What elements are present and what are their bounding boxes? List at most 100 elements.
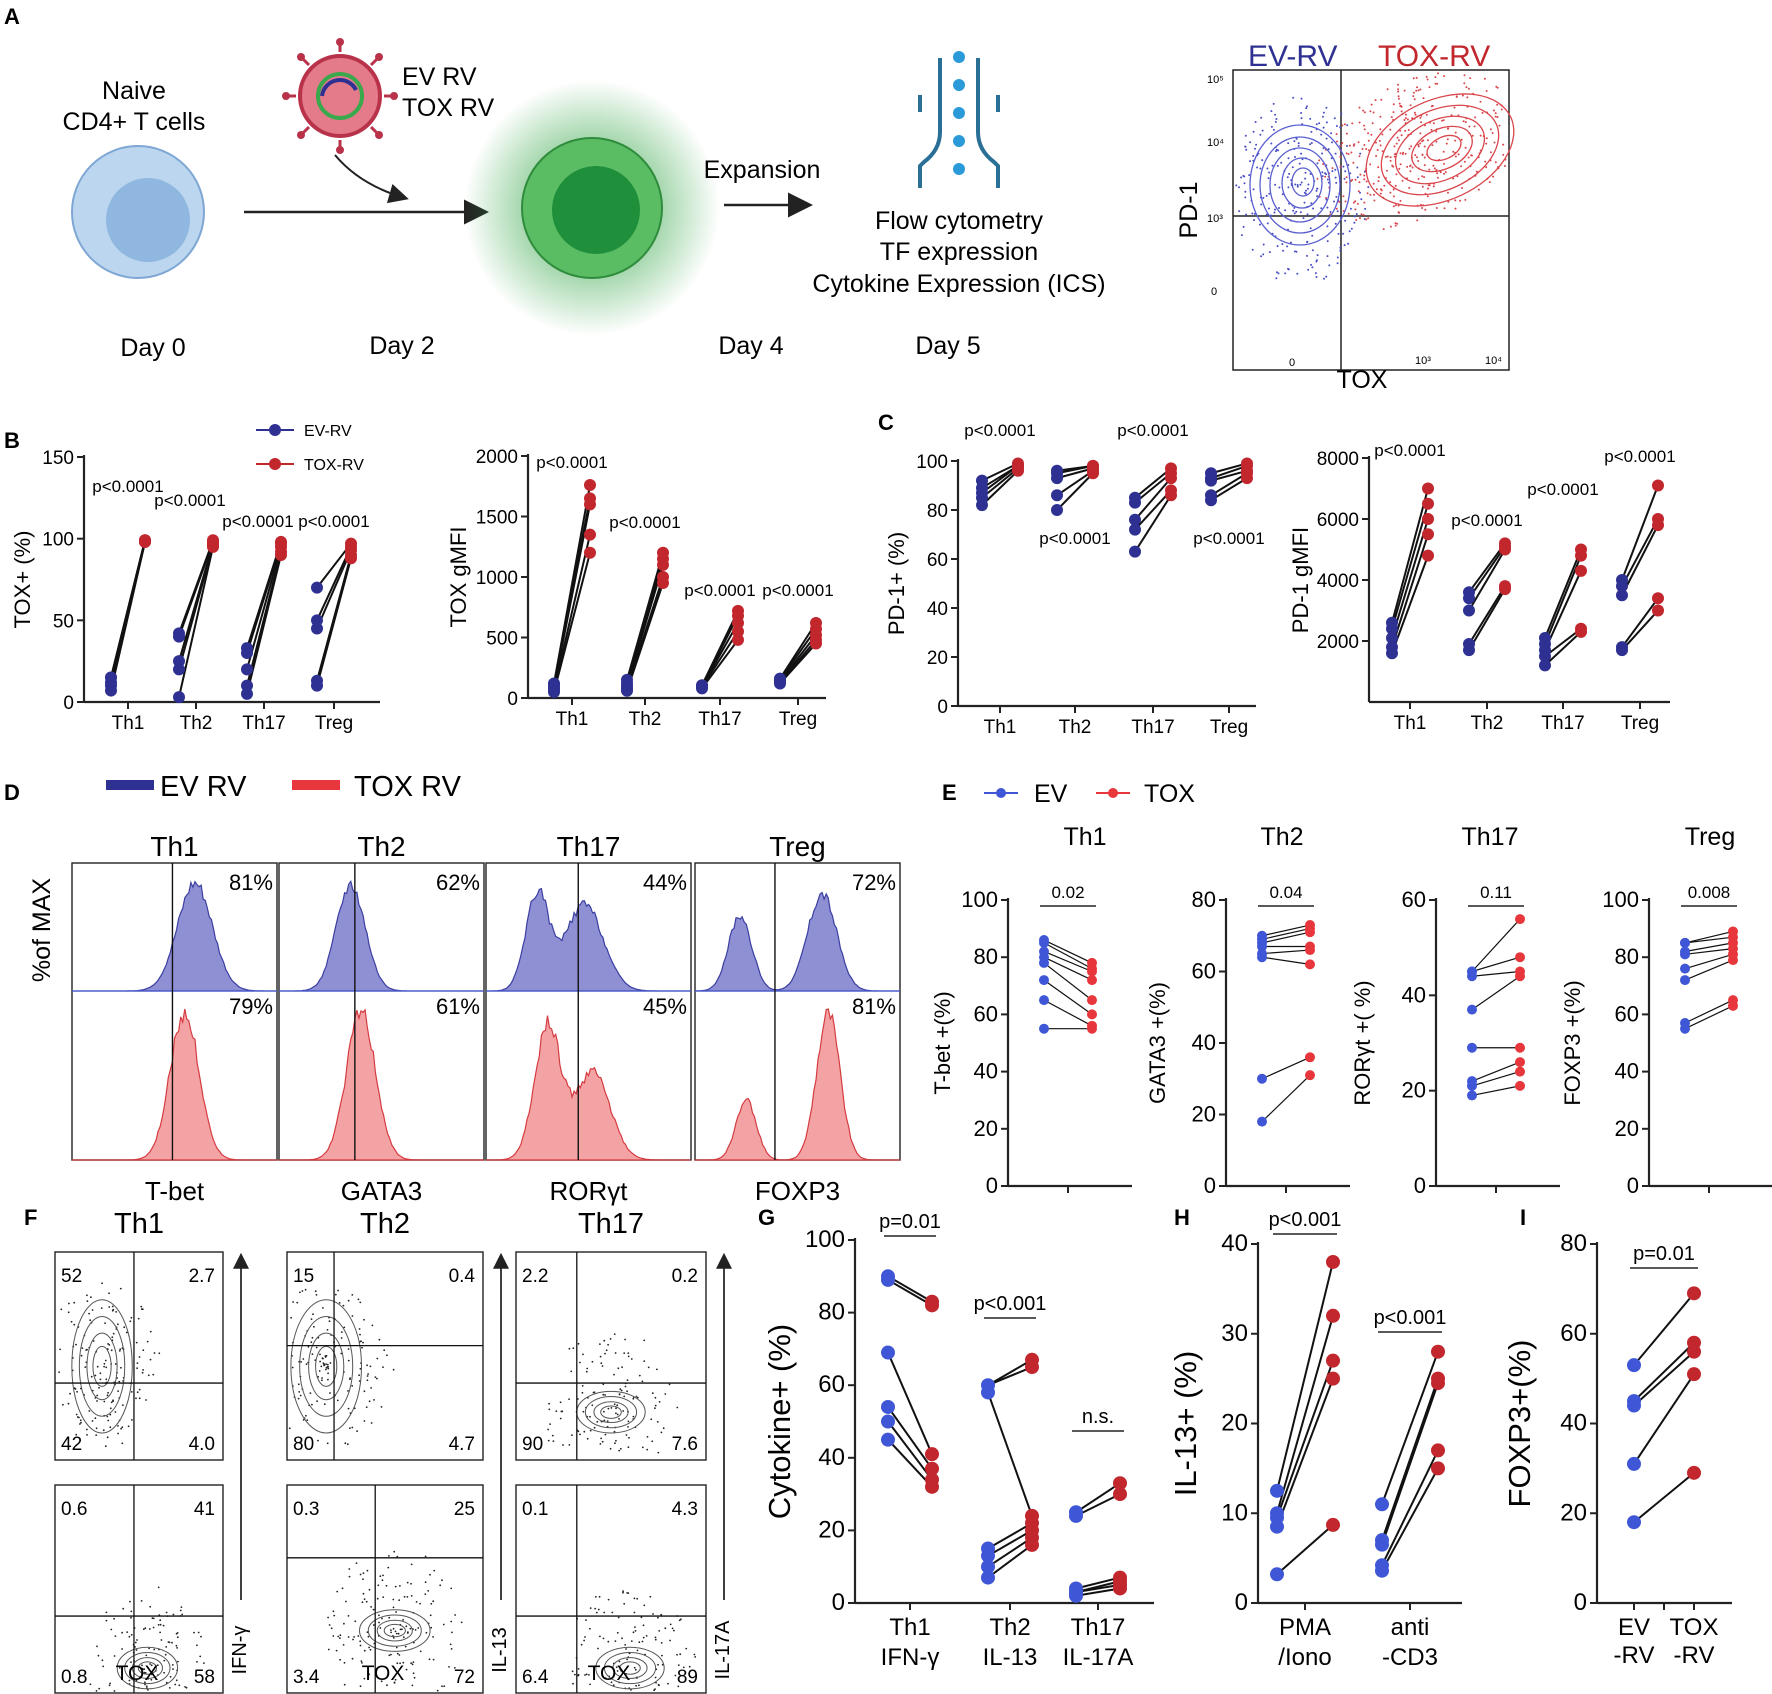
hist-ev-pct: 44%	[643, 870, 687, 895]
f-event-dot	[344, 1442, 347, 1445]
c2-pvalue: p<0.0001	[1451, 511, 1522, 530]
f-event-dot	[588, 1674, 590, 1676]
f-event-dot	[613, 1333, 616, 1335]
f-event-dot	[322, 1357, 324, 1360]
tox-event-dot	[1372, 111, 1375, 114]
f-event-dot	[613, 1403, 616, 1406]
g-pair-line	[1075, 1493, 1121, 1517]
f-event-dot	[117, 1425, 119, 1427]
tox-event-dot	[1363, 174, 1366, 177]
flow-line-2: TF expression	[880, 238, 1038, 266]
f-event-dot	[604, 1394, 606, 1396]
h-xtick-label: PMA	[1279, 1614, 1331, 1641]
tox-event-dot	[1421, 175, 1424, 178]
tox-event-dot	[1324, 175, 1327, 178]
tox-event-dot	[1468, 125, 1471, 128]
c1-tox-point	[1165, 462, 1177, 475]
f-event-dot	[160, 1639, 163, 1641]
f-event-dot	[299, 1291, 301, 1294]
f-event-dot	[604, 1352, 606, 1355]
f-event-dot	[148, 1647, 151, 1650]
ev-event-dot	[1343, 244, 1346, 247]
f-event-dot	[656, 1421, 659, 1423]
b2-tox-point	[657, 571, 669, 583]
ev-event-dot	[1367, 186, 1370, 189]
hist-ev-area	[486, 887, 691, 992]
tox-event-dot	[1457, 153, 1460, 156]
c2-tox-point	[1422, 528, 1434, 541]
c2-pair-line	[1544, 631, 1582, 667]
ev-event-dot	[1331, 141, 1333, 144]
hist-marker-label: T-bet	[145, 1176, 205, 1206]
f-event-dot	[91, 1420, 94, 1422]
e3-pair-line	[1471, 1071, 1521, 1087]
h-ev-point	[1270, 1506, 1284, 1521]
ev-event-dot	[1270, 125, 1273, 128]
tox-event-dot	[1367, 139, 1370, 142]
ev-event-dot	[1322, 115, 1324, 118]
ev-event-dot	[1295, 250, 1298, 253]
f-ylabel: IFN-γ	[229, 1626, 251, 1675]
b2-tox-point	[584, 546, 596, 559]
e1-ev-point	[1039, 975, 1049, 986]
f-event-dot	[593, 1426, 596, 1429]
ev-event-dot	[1353, 215, 1356, 218]
f-event-dot	[156, 1664, 159, 1666]
f-event-dot	[365, 1600, 368, 1603]
f-event-dot	[674, 1674, 677, 1677]
f-event-dot	[85, 1349, 87, 1351]
f-event-dot	[86, 1428, 88, 1431]
tox-event-dot	[1382, 228, 1385, 231]
b2-tox-point	[657, 546, 669, 559]
e2-pair-line	[1261, 1056, 1311, 1080]
c1-pair-line	[981, 465, 1019, 489]
g-ytick-label: 100	[805, 1226, 845, 1253]
e3-tox-point	[1515, 914, 1525, 925]
tox-event-dot	[1485, 137, 1488, 140]
contour-ytick-1: 10⁴	[1207, 137, 1224, 149]
f-event-dot	[424, 1555, 427, 1558]
f-event-dot	[164, 1653, 167, 1656]
f-event-dot	[358, 1328, 361, 1330]
c1-pair-line	[981, 470, 1019, 506]
tox-event-dot	[1412, 91, 1415, 94]
f-event-dot	[377, 1584, 380, 1587]
f-ylabel: IL-17A	[712, 1620, 734, 1680]
c2-pair-line	[1391, 533, 1429, 648]
c1-pair-line	[1134, 477, 1172, 521]
f-quad-ul: 52	[61, 1266, 82, 1287]
f-event-dot	[411, 1684, 414, 1687]
tox-event-dot	[1408, 186, 1411, 189]
tox-event-dot	[1502, 153, 1505, 156]
e1-pair-line	[1043, 979, 1093, 1015]
panel-label-h: H	[1174, 1205, 1190, 1230]
f-event-dot	[374, 1376, 377, 1378]
tox-event-dot	[1365, 180, 1368, 183]
c1-ytick-label: 100	[916, 452, 948, 473]
f-event-dot	[96, 1400, 98, 1402]
ev-event-dot	[1344, 219, 1347, 222]
f-event-dot	[654, 1636, 657, 1639]
f-event-dot	[300, 1441, 302, 1444]
naive-subtitle: CD4+ T cells	[63, 108, 206, 136]
f-event-dot	[636, 1396, 639, 1399]
f-event-dot	[330, 1627, 333, 1630]
ev-event-dot	[1244, 190, 1247, 193]
f-event-dot	[379, 1627, 382, 1629]
tox-event-dot	[1389, 225, 1392, 228]
f-event-dot	[654, 1404, 657, 1407]
ev-event-dot	[1355, 213, 1358, 215]
f-event-dot	[359, 1573, 362, 1576]
f-event-dot	[107, 1391, 109, 1394]
tox-event-dot	[1496, 116, 1499, 118]
f-event-dot	[424, 1581, 427, 1584]
e2-tox-point	[1305, 1052, 1315, 1063]
tox-event-dot	[1389, 191, 1392, 194]
f-event-dot	[106, 1415, 109, 1418]
g-xtick-label: Th2	[989, 1614, 1030, 1641]
f-event-dot	[111, 1309, 114, 1312]
tox-event-dot	[1496, 103, 1499, 106]
tox-event-dot	[1416, 156, 1418, 159]
ev-event-dot	[1274, 183, 1277, 186]
tox-event-dot	[1446, 138, 1449, 141]
